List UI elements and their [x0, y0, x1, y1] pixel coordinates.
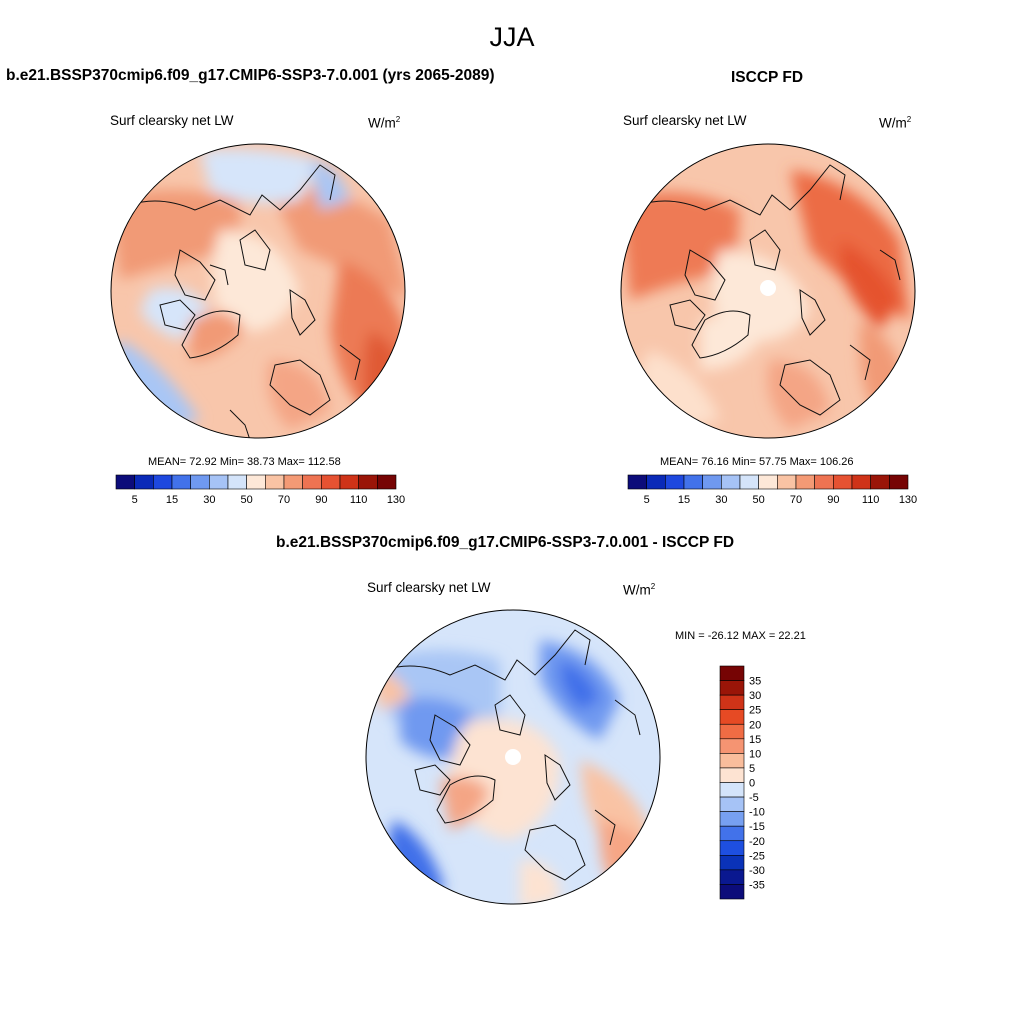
right-colorbar-tick-label: 90 [827, 494, 839, 506]
left-panel-units: W/m2 [368, 115, 401, 131]
left-panel-subtitle: Surf clearsky net LW [110, 113, 234, 128]
left-colorbar-swatch-3 [171, 474, 191, 490]
right-colorbar-swatch-9 [795, 474, 815, 490]
difference-colorbar: 35 30 25 20 15 10 5 0 -5 -10 -15 -20 -25 -30 -35 [719, 665, 765, 900]
right-polar-map [620, 143, 916, 439]
left-colorbar-tick-label: 130 [387, 494, 405, 506]
right-colorbar-tick-label: 50 [753, 494, 765, 506]
right-colorbar-tick-label: 5 [644, 494, 650, 506]
right-colorbar-swatch-3 [683, 474, 703, 490]
right-panel-units: W/m2 [879, 115, 912, 131]
difference-colorbar-tick-label: 0 [749, 778, 755, 790]
right-colorbar-swatch-10 [814, 474, 834, 490]
left-colorbar-swatch-14 [377, 474, 397, 490]
right-colorbar-tick-label: 70 [790, 494, 802, 506]
right-panel-stats: MEAN= 76.16 Min= 57.75 Max= 106.26 [660, 456, 854, 468]
difference-colorbar-swatch-2 [719, 694, 745, 710]
difference-colorbar-swatch-15 [719, 884, 745, 900]
left-colorbar-tick-label: 15 [166, 494, 178, 506]
left-colorbar-tick-label: 110 [350, 494, 368, 506]
difference-colorbar-swatch-5 [719, 738, 745, 754]
diff-panel-minmax: MIN = -26.12 MAX = 22.21 [675, 630, 806, 642]
diff-panel-subtitle: Surf clearsky net LW [367, 580, 491, 595]
difference-colorbar-swatch-11 [719, 825, 745, 842]
difference-colorbar-swatch-3 [719, 709, 745, 725]
difference-colorbar-tick-label: -5 [749, 792, 759, 804]
left-panel-stats: MEAN= 72.92 Min= 38.73 Max= 112.58 [148, 456, 341, 468]
right-colorbar-tick-label: 30 [715, 494, 727, 506]
difference-colorbar-swatch-6 [719, 753, 745, 769]
left-colorbar-swatch-0 [115, 474, 135, 490]
left-colorbar-swatch-9 [283, 474, 303, 490]
left-colorbar-swatch-7 [246, 474, 266, 490]
left-colorbar-tick-label: 70 [278, 494, 290, 506]
season-title: JJA [489, 22, 535, 52]
left-colorbar: 5 15 30 50 70 90 110 130 [115, 474, 405, 506]
difference-colorbar-swatch-0 [719, 665, 745, 681]
right-colorbar-swatch-1 [646, 474, 666, 490]
difference-colorbar-tick-label: -15 [749, 821, 765, 833]
left-colorbar-tick-label: 50 [241, 494, 253, 506]
left-colorbar-swatch-1 [134, 474, 154, 490]
right-colorbar-tick-label: 15 [678, 494, 690, 506]
right-colorbar-tick-label: 130 [899, 494, 917, 506]
right-colorbar-swatch-14 [889, 474, 909, 490]
left-colorbar-swatch-4 [190, 474, 210, 490]
difference-colorbar-tick-label: 30 [749, 690, 761, 702]
difference-colorbar-swatch-8 [719, 782, 745, 798]
right-colorbar-swatch-2 [665, 474, 685, 490]
right-colorbar-swatch-11 [833, 474, 853, 490]
difference-colorbar-swatch-13 [719, 855, 745, 871]
difference-colorbar-tick-label: -10 [749, 807, 765, 819]
difference-colorbar-tick-label: -35 [749, 879, 765, 891]
left-colorbar-tick-label: 90 [315, 494, 327, 506]
diff-panel-title: b.e21.BSSP370cmip6.f09_g17.CMIP6-SSP3-7.… [276, 534, 735, 551]
left-panel-title: b.e21.BSSP370cmip6.f09_g17.CMIP6-SSP3-7.… [6, 67, 495, 84]
difference-colorbar-tick-label: 35 [749, 676, 761, 688]
right-colorbar-swatch-8 [777, 474, 797, 490]
left-colorbar-swatch-6 [227, 474, 247, 490]
difference-colorbar-swatch-9 [719, 796, 745, 812]
left-colorbar-swatch-5 [209, 474, 229, 490]
right-colorbar-swatch-7 [758, 474, 778, 490]
difference-colorbar-tick-label: 5 [749, 763, 755, 775]
difference-polar-map [365, 609, 661, 905]
right-panel-subtitle: Surf clearsky net LW [623, 113, 747, 128]
right-colorbar-swatch-5 [721, 474, 741, 490]
difference-colorbar-swatch-12 [719, 840, 745, 856]
difference-colorbar-tick-label: 15 [749, 734, 761, 746]
difference-colorbar-tick-label: 25 [749, 705, 761, 717]
right-colorbar-swatch-6 [739, 474, 759, 490]
left-colorbar-swatch-11 [321, 474, 341, 490]
difference-colorbar-tick-label: 10 [749, 748, 761, 760]
left-colorbar-swatch-10 [302, 474, 322, 490]
right-colorbar-swatch-4 [702, 474, 722, 490]
right-colorbar-swatch-12 [851, 474, 871, 490]
difference-colorbar-tick-label: -25 [749, 850, 765, 862]
left-colorbar-tick-label: 30 [203, 494, 215, 506]
left-colorbar-swatch-13 [358, 474, 378, 490]
difference-colorbar-swatch-4 [719, 723, 745, 740]
difference-colorbar-tick-label: -30 [749, 865, 765, 877]
diff-panel-units: W/m2 [623, 582, 656, 598]
difference-colorbar-swatch-1 [719, 680, 745, 696]
right-colorbar-swatch-0 [627, 474, 647, 490]
right-colorbar-swatch-13 [870, 474, 890, 490]
difference-colorbar-tick-label: -20 [749, 836, 765, 848]
right-colorbar: 5 15 30 50 70 90 110 130 [627, 474, 917, 506]
left-colorbar-swatch-12 [339, 474, 359, 490]
right-colorbar-tick-label: 110 [862, 494, 880, 506]
left-colorbar-swatch-2 [153, 474, 173, 490]
left-colorbar-swatch-8 [265, 474, 285, 490]
difference-colorbar-tick-label: 20 [749, 719, 761, 731]
right-panel-title: ISCCP FD [731, 69, 804, 86]
left-polar-map [110, 143, 406, 439]
left-colorbar-tick-label: 5 [132, 494, 138, 506]
difference-colorbar-swatch-14 [719, 869, 745, 885]
difference-colorbar-swatch-10 [719, 811, 745, 827]
difference-colorbar-swatch-7 [719, 767, 745, 783]
